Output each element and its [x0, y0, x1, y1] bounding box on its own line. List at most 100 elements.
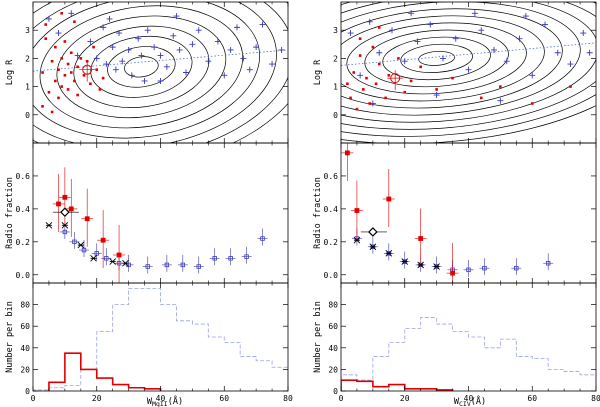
contour-line [341, 15, 545, 102]
x-tick-label: 40 [156, 394, 166, 403]
nonradio-point [135, 35, 142, 42]
nonradio-point [580, 30, 587, 37]
hist-all [33, 288, 288, 391]
nonradio-point [106, 15, 113, 22]
plot-area [341, 2, 596, 143]
nonradio-point [503, 58, 510, 65]
red-square [450, 270, 455, 276]
y-tick-label: 2 [25, 54, 30, 63]
radio-point [403, 90, 407, 94]
nonradio-point [269, 61, 276, 68]
blue-square [180, 262, 186, 268]
nonradio-point [586, 49, 593, 56]
red-square [354, 208, 360, 213]
red-square [100, 237, 106, 243]
blue-square [212, 256, 217, 261]
y-tick-label: 3 [25, 26, 30, 35]
radio-point [435, 88, 438, 91]
nonradio-point [45, 15, 52, 22]
radio-point [44, 23, 48, 26]
xlabel-sub: CIV [459, 400, 471, 407]
radio-point [85, 59, 89, 63]
radio-point [409, 79, 413, 83]
red-square [56, 201, 61, 207]
nonradio-point [189, 41, 196, 48]
contour-line [33, 2, 288, 143]
radio-point [69, 71, 73, 74]
radio-point [362, 88, 365, 91]
cross-point [417, 261, 425, 269]
nonradio-point [138, 52, 145, 59]
y-tick-label: 40 [328, 344, 338, 353]
nonradio-point [163, 63, 170, 70]
radio-point [349, 96, 352, 100]
plot-area [45, 167, 268, 283]
nonradio-point [93, 55, 100, 62]
y-tick-label: 60 [328, 322, 338, 331]
radio-point [47, 90, 51, 94]
blue-square [545, 261, 551, 266]
x-tick-label: 0 [31, 394, 36, 403]
nonradio-point [157, 77, 164, 84]
median-diamond [60, 207, 70, 218]
red-square [386, 196, 392, 202]
radio-point [352, 71, 356, 74]
cross-point [61, 222, 69, 229]
blue-square [72, 239, 77, 245]
radio-point [60, 57, 63, 60]
radio-point [358, 37, 362, 40]
nonradio-point [516, 35, 523, 42]
x-tick-label: 20 [92, 394, 102, 403]
nonradio-point [347, 30, 354, 37]
radio-point [54, 45, 57, 49]
radio-point [377, 26, 381, 29]
nonradio-point [151, 44, 158, 51]
nonradio-point [183, 69, 189, 76]
nonradio-point [195, 27, 202, 34]
hist-all [341, 317, 596, 391]
radio-point [479, 96, 483, 100]
nonradio-point [567, 61, 574, 68]
x-tick-label: 60 [219, 394, 229, 403]
radio-point [76, 93, 79, 97]
blue-square [104, 256, 109, 261]
x-axis-title-right: WCIV(Å) [454, 395, 486, 407]
radio-point [66, 62, 70, 66]
fit-line [33, 49, 288, 72]
red-square [62, 194, 68, 200]
cross-point [77, 241, 85, 249]
nonradio-point [452, 35, 459, 42]
blue-square [482, 265, 487, 271]
contour-line [400, 43, 473, 73]
nonradio-point [259, 21, 266, 28]
red-square [116, 252, 122, 258]
y-tick-label: 20 [328, 365, 338, 374]
radio-point [82, 74, 86, 77]
cross-point [122, 259, 129, 267]
y-tick-label: 0.2 [16, 238, 31, 247]
y-axis-label: Number per bin [313, 301, 323, 373]
nonradio-point [227, 46, 234, 53]
y-axis-label: Log R [313, 59, 323, 85]
radio-point [371, 45, 375, 49]
nonradio-point [376, 49, 383, 56]
radio-point [365, 76, 368, 80]
radio-point [387, 74, 391, 77]
y-tick-label: 80 [20, 301, 30, 310]
radio-point [41, 105, 44, 108]
radio-point [374, 82, 378, 86]
panel-left-top: 0 1 2 3 Log R [5, 1, 289, 144]
y-tick-label: 0 [333, 111, 338, 120]
radio-point [60, 85, 63, 88]
radio-point [368, 102, 371, 105]
y-tick-label: 80 [328, 301, 338, 310]
nonradio-point [478, 27, 485, 34]
blue-square [164, 262, 170, 268]
radio-point [73, 20, 76, 24]
contour-line [418, 50, 455, 66]
radio-point [79, 57, 83, 60]
red-square [344, 150, 350, 156]
y-tick-label: 0.4 [16, 205, 31, 214]
radio-point [41, 71, 44, 74]
